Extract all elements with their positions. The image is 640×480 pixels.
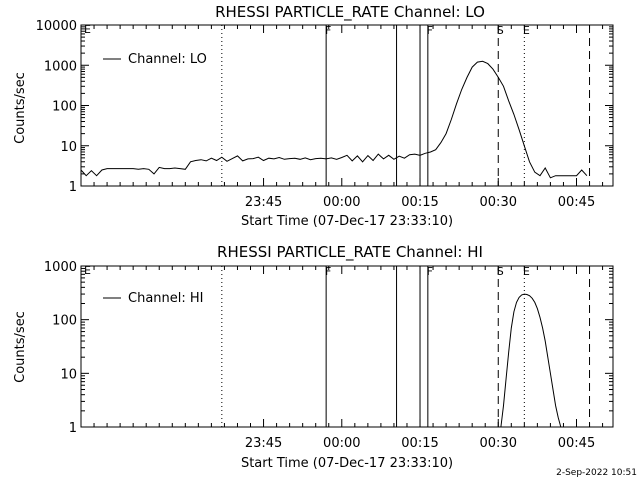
event-label: F	[325, 265, 331, 278]
corner-event-label: E	[84, 23, 91, 36]
plot-frame	[80, 24, 614, 187]
y-tick-label: 1000	[44, 260, 77, 275]
x-tick-label: 00:00	[323, 195, 360, 210]
timestamp: 2-Sep-2022 10:51	[556, 468, 637, 478]
event-label: E	[523, 24, 530, 37]
chart-title: RHESSI PARTICLE_RATE Channel: HI	[217, 243, 483, 262]
x-tick-label: 00:45	[558, 195, 595, 210]
y-tick-label: 10	[60, 367, 77, 382]
y-tick-label: 1000	[44, 59, 77, 74]
y-tick-label: 10	[60, 140, 77, 155]
x-axis-label: Start Time (07-Dec-17 23:33:10)	[241, 456, 453, 471]
y-axis-label: Counts/sec	[13, 311, 28, 383]
x-ticks: 23:45 00:00 00:15 00:30 00:45	[93, 266, 604, 451]
legend-label: Channel: HI	[128, 291, 204, 306]
x-tick-label: 23:45	[245, 436, 282, 451]
panel-lo: RHESSI PARTICLE_RATE Channel: LO Counts/…	[13, 3, 614, 229]
corner-event-label: E	[84, 264, 91, 277]
legend: Channel: HI	[103, 291, 204, 306]
x-tick-label: 00:15	[401, 195, 438, 210]
x-tick-label: 00:00	[323, 436, 360, 451]
y-tick-label: 100	[52, 314, 77, 329]
event-label: F	[325, 24, 331, 37]
event-label: E	[523, 265, 530, 278]
x-axis-label: Start Time (07-Dec-17 23:33:10)	[241, 214, 453, 229]
event-label: S	[497, 265, 504, 278]
panel-hi: RHESSI PARTICLE_RATE Channel: HI Counts/…	[13, 243, 614, 471]
x-tick-label: 23:45	[245, 195, 282, 210]
x-tick-label: 00:15	[401, 436, 438, 451]
chart-title: RHESSI PARTICLE_RATE Channel: LO	[215, 3, 485, 22]
series-line	[500, 293, 562, 428]
legend: Channel: LO	[103, 52, 207, 67]
x-ticks: 23:45 00:00 00:15 00:30 00:45	[93, 25, 604, 210]
y-tick-label: 100	[52, 100, 77, 115]
plot-frame	[80, 265, 614, 428]
y-axis-label: Counts/sec	[13, 72, 28, 144]
y-ticks: 1 10 100 1000 10000	[36, 19, 613, 195]
x-tick-label: 00:30	[480, 195, 517, 210]
event-label: S	[497, 24, 504, 37]
y-tick-label: 1	[69, 180, 77, 195]
y-tick-label: 1	[69, 421, 77, 436]
event-label: F	[427, 24, 433, 37]
series	[80, 60, 588, 179]
y-ticks: 1 10 100 1000	[44, 260, 613, 436]
y-tick-label: 10000	[36, 19, 77, 34]
series	[500, 293, 562, 428]
event-label: F	[427, 265, 433, 278]
legend-label: Channel: LO	[128, 52, 207, 67]
series-line	[80, 60, 588, 179]
x-tick-label: 00:30	[480, 436, 517, 451]
x-tick-label: 00:45	[558, 436, 595, 451]
